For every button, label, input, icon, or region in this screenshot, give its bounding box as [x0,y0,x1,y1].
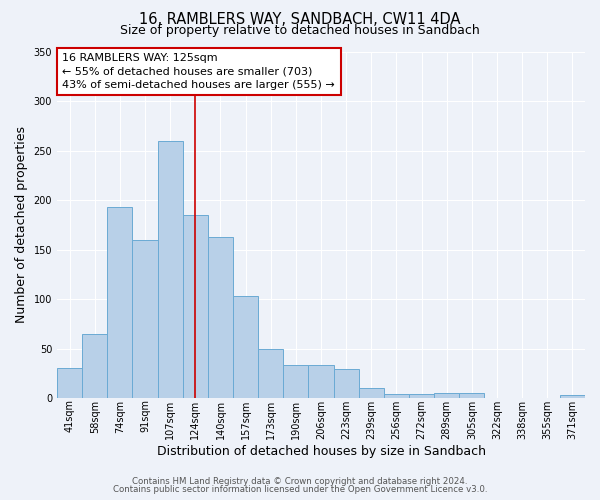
Bar [384,394,409,398]
Bar [107,207,133,398]
X-axis label: Distribution of detached houses by size in Sandbach: Distribution of detached houses by size … [157,444,485,458]
Bar [283,366,308,398]
Text: Contains public sector information licensed under the Open Government Licence v3: Contains public sector information licen… [113,485,487,494]
Text: 16, RAMBLERS WAY, SANDBACH, CW11 4DA: 16, RAMBLERS WAY, SANDBACH, CW11 4DA [139,12,461,28]
Bar [133,240,158,398]
Bar [258,348,283,398]
Text: 16 RAMBLERS WAY: 125sqm
← 55% of detached houses are smaller (703)
43% of semi-d: 16 RAMBLERS WAY: 125sqm ← 55% of detache… [62,53,335,90]
Bar [459,393,484,398]
Bar [359,388,384,398]
Bar [434,393,459,398]
Bar [82,334,107,398]
Bar [233,296,258,398]
Y-axis label: Number of detached properties: Number of detached properties [15,126,28,324]
Bar [334,370,359,398]
Bar [183,215,208,398]
Bar [57,368,82,398]
Text: Contains HM Land Registry data © Crown copyright and database right 2024.: Contains HM Land Registry data © Crown c… [132,477,468,486]
Bar [308,366,334,398]
Bar [560,395,585,398]
Bar [208,236,233,398]
Bar [409,394,434,398]
Bar [158,140,183,398]
Text: Size of property relative to detached houses in Sandbach: Size of property relative to detached ho… [120,24,480,37]
